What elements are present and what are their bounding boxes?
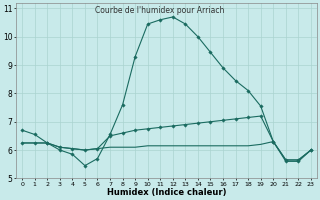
X-axis label: Humidex (Indice chaleur): Humidex (Indice chaleur): [107, 188, 226, 197]
Text: Courbe de l'humidex pour Arriach: Courbe de l'humidex pour Arriach: [95, 6, 225, 15]
